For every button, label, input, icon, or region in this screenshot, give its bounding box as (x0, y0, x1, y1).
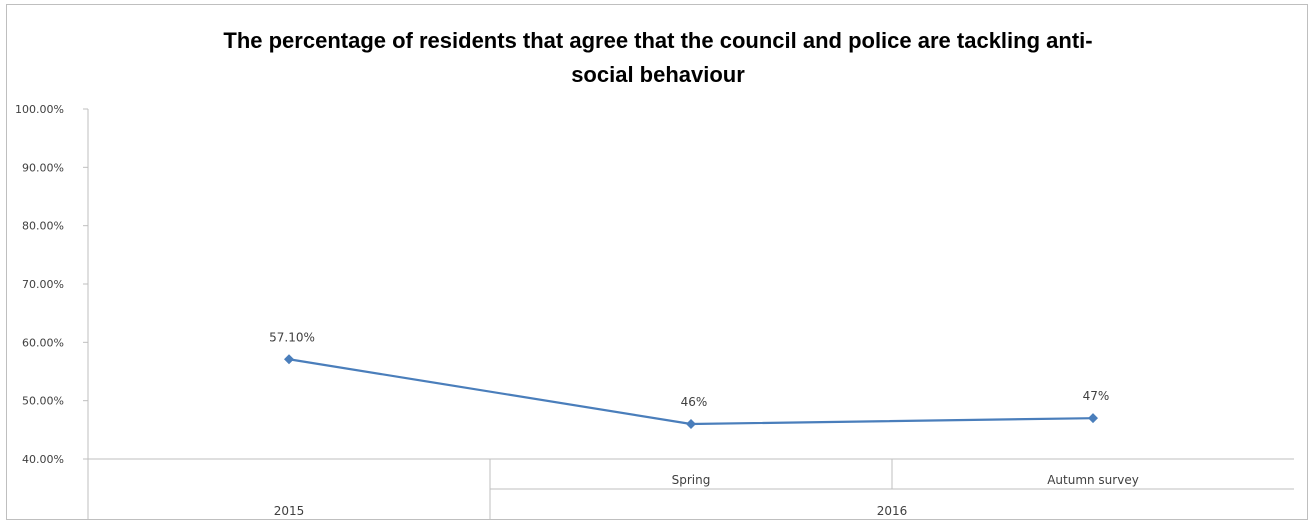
y-tick-label: 100.00% (15, 103, 64, 116)
y-tick-label: 80.00% (22, 220, 64, 233)
data-label: 46% (681, 395, 708, 409)
chart-title: The percentage of residents that agree t… (223, 28, 1093, 87)
y-tick-label: 40.00% (22, 453, 64, 466)
y-tick-label: 90.00% (22, 161, 64, 174)
x-group-label: 2015 (274, 504, 305, 518)
data-point-marker (1088, 413, 1098, 424)
y-tick-label: 50.00% (22, 395, 64, 408)
x-category-label: Autumn survey (1047, 473, 1139, 487)
data-point-marker (284, 354, 294, 365)
data-label: 47% (1083, 389, 1110, 403)
series-line (288, 358, 1094, 426)
data-label: 57.10% (269, 330, 315, 344)
chart-frame (6, 4, 1308, 520)
x-group-label: 2016 (877, 504, 908, 518)
y-tick-label: 70.00% (22, 278, 64, 291)
x-category-label: Spring (672, 473, 711, 487)
data-point-marker (686, 419, 696, 429)
y-tick-label: 60.00% (22, 336, 64, 349)
